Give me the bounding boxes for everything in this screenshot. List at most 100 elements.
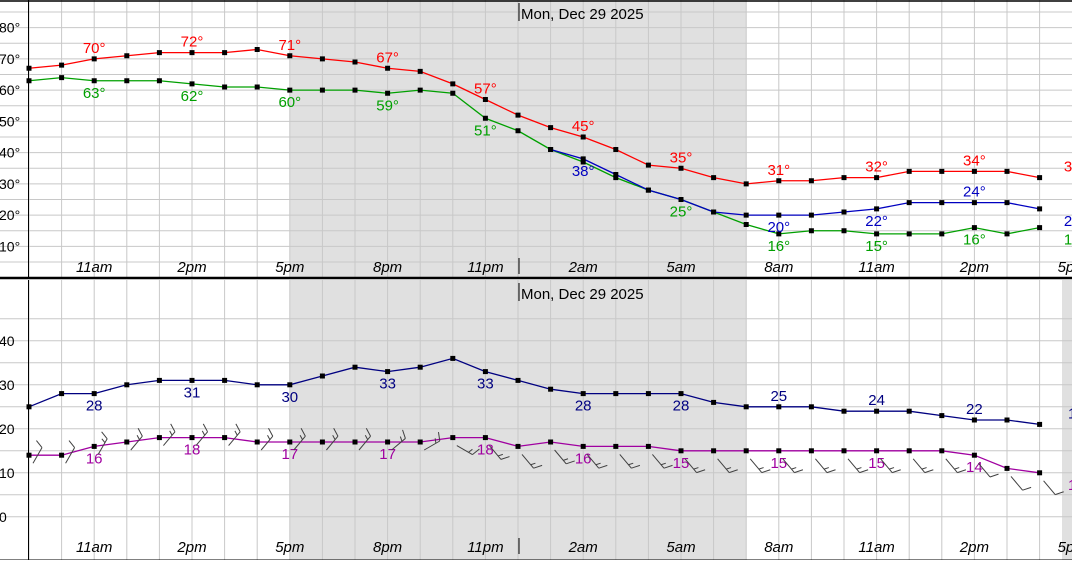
- wind_speed-data-label: 15: [770, 455, 787, 472]
- temperature-point: [678, 165, 684, 171]
- x-tick-label: 8pm: [373, 259, 402, 276]
- wind_chill-point: [645, 187, 651, 193]
- wind_speed-data-label: 17: [379, 446, 396, 463]
- x-tick-label: 8am: [764, 259, 793, 276]
- wind-barb-feather: [437, 432, 441, 442]
- gust-point: [678, 391, 684, 397]
- x-tick-label: 8am: [764, 539, 793, 556]
- gust-point: [580, 391, 586, 397]
- dewpoint-point: [124, 78, 130, 84]
- wind-barb-feather: [791, 467, 797, 470]
- wind_speed-data-label: 18: [477, 442, 494, 459]
- wind_chill-point: [613, 172, 619, 177]
- wind-barb-staff: [586, 454, 600, 469]
- gust-point: [743, 404, 749, 410]
- wind-barb-staff: [32, 447, 43, 464]
- wind_chill-data-label: 38°: [572, 163, 595, 180]
- x-tick-label: 11am: [858, 539, 894, 556]
- temperature-point: [906, 168, 912, 174]
- wind-barb-feather: [434, 438, 437, 444]
- wind_speed-point: [254, 439, 260, 445]
- wind-barb-feather: [989, 473, 999, 478]
- date-label: Mon, Dec 29 2025: [521, 286, 644, 303]
- gust-point: [385, 369, 391, 375]
- gust-point: [613, 391, 619, 397]
- wind-barb-feather: [921, 467, 927, 470]
- temperature-point: [319, 56, 325, 62]
- temperature-point: [450, 81, 456, 87]
- dewpoint-point: [515, 128, 521, 134]
- wind_speed-point: [939, 448, 945, 454]
- dewpoint-line: [28, 76, 1040, 235]
- x-tick-label: 5pm: [275, 259, 304, 276]
- wind-barb-feather: [267, 435, 271, 440]
- wind_speed-point: [1037, 470, 1043, 476]
- gust-point: [548, 386, 554, 392]
- wind-barb-staff: [978, 462, 991, 478]
- wind_speed-point: [613, 443, 619, 449]
- gust-data-label: 33: [477, 376, 494, 393]
- wind_speed-data-label: 18: [184, 442, 201, 459]
- wind_chill-point: [711, 209, 717, 215]
- gust-point: [59, 391, 65, 397]
- gust-point: [971, 417, 977, 423]
- gust-data-label: 1: [1068, 405, 1072, 422]
- dewpoint-data-label: 63°: [83, 85, 106, 102]
- gust-point: [808, 404, 814, 410]
- wind-barb-feather: [530, 462, 536, 466]
- temperature-point: [874, 175, 880, 181]
- gust-point: [124, 382, 130, 388]
- gust-point: [319, 373, 325, 379]
- temperature-point: [352, 59, 358, 65]
- dewpoint-point: [319, 87, 325, 93]
- temperature-point: [385, 65, 391, 71]
- wind-barb: [521, 454, 543, 469]
- wind-barb-feather: [169, 430, 173, 436]
- gust-point: [189, 377, 195, 383]
- y-tick-label: 10°: [0, 238, 20, 254]
- temperature-point: [222, 50, 228, 56]
- temperature-data-label: 72°: [181, 34, 204, 51]
- wind_speed-point: [808, 448, 814, 454]
- gust-data-label: 31: [184, 384, 201, 401]
- y-tick-label: 30: [0, 377, 15, 393]
- wind-barb-feather: [693, 467, 699, 470]
- wind-barb-feather: [136, 435, 140, 440]
- wind-barb-staff: [521, 454, 534, 469]
- wind-barb-feather: [299, 435, 303, 440]
- wind_speed-point: [580, 443, 586, 449]
- wind-barb: [65, 440, 76, 464]
- wind-barb-staff: [489, 445, 502, 460]
- wind-barb-feather: [1022, 486, 1032, 491]
- dewpoint-point: [743, 222, 749, 227]
- x-tick-label: 2pm: [959, 259, 989, 276]
- y-tick-label: 60°: [0, 82, 20, 98]
- wind-barb-staff: [847, 458, 860, 473]
- wind-barb-feather: [856, 467, 862, 470]
- wind-barb-staff: [554, 449, 567, 465]
- gust-point: [287, 382, 293, 388]
- wind-barb-feather: [892, 469, 901, 474]
- temperature-point: [808, 178, 814, 184]
- dewpoint-point: [1037, 225, 1043, 231]
- wind_speed-point: [222, 435, 228, 441]
- temperature-data-label: 45°: [572, 118, 595, 135]
- wind_speed-point: [776, 448, 782, 454]
- temperature-point: [1037, 175, 1043, 181]
- wind-barb: [260, 428, 274, 451]
- wind_chill-data-label: 24°: [963, 184, 986, 201]
- wind-barb-feather: [333, 428, 339, 437]
- dewpoint-data-label: 62°: [181, 88, 204, 105]
- wind-barb-feather: [563, 458, 569, 461]
- wind-barb-feather: [170, 423, 176, 433]
- temperature-data-label: 70°: [83, 40, 106, 57]
- x-tick-label: 5am: [666, 539, 695, 556]
- dewpoint-point: [450, 90, 456, 96]
- dewpoint-data-label: 25°: [670, 204, 693, 221]
- wind-barb: [97, 431, 108, 455]
- temperature-line: [28, 48, 1040, 185]
- wind-barb-staff: [326, 435, 339, 451]
- dewpoint-point: [287, 87, 293, 93]
- wind-barb-feather: [889, 467, 895, 470]
